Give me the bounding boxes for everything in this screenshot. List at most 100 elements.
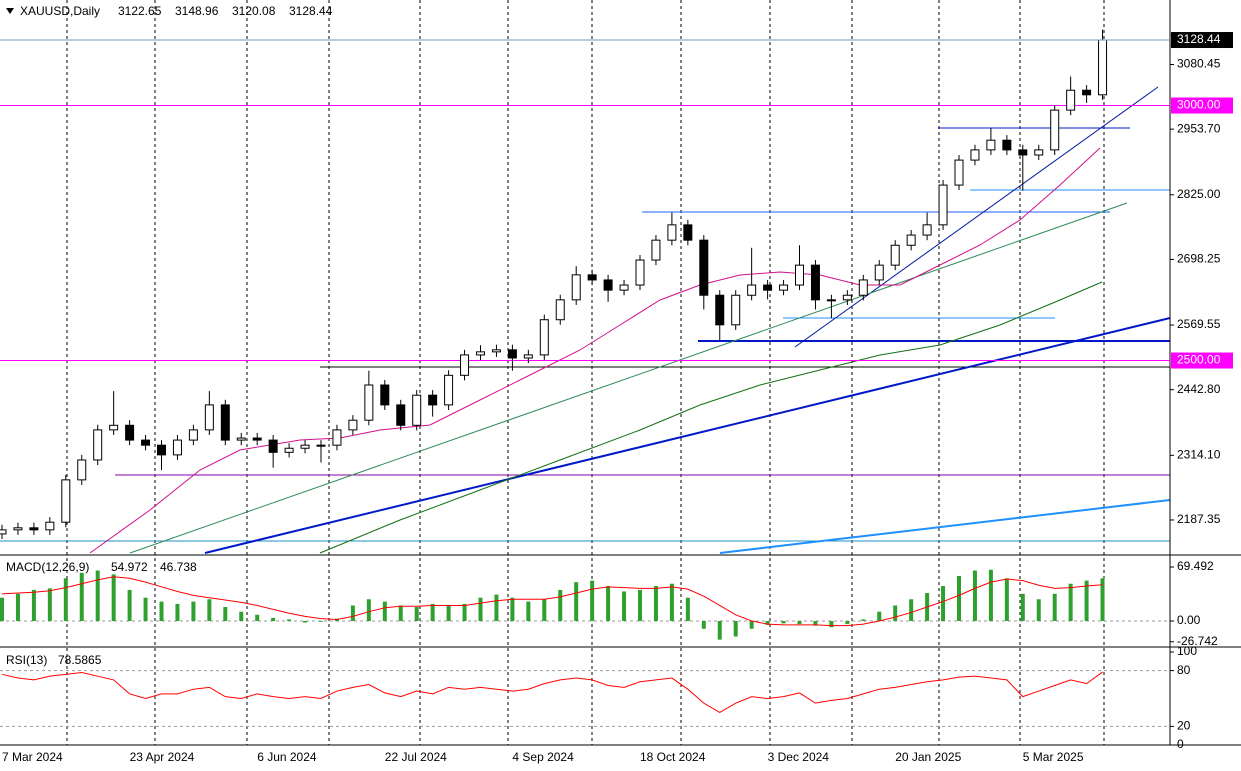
signal-line xyxy=(1,576,1103,627)
macd-bar xyxy=(877,611,882,621)
macd-bar xyxy=(478,597,483,621)
macd-bar xyxy=(733,621,738,637)
candle-body xyxy=(61,479,71,523)
candle-body xyxy=(332,429,342,446)
macd-bar xyxy=(558,589,563,621)
macd-bar xyxy=(669,583,674,621)
macd-bar xyxy=(988,569,993,621)
ohlc-value: 3122.65 xyxy=(118,4,162,18)
macd-bar xyxy=(303,621,308,623)
macd-bar xyxy=(398,605,403,621)
candle-body xyxy=(747,284,757,296)
candle-body xyxy=(619,284,629,291)
candle-body xyxy=(571,274,581,301)
candle-body xyxy=(922,224,932,236)
candle-body xyxy=(157,444,166,456)
macd-bar xyxy=(781,621,786,624)
candle-body xyxy=(172,439,182,456)
indicator-value: 46.738 xyxy=(160,560,197,574)
macd-bar xyxy=(861,619,866,621)
candle-body xyxy=(954,159,964,186)
y-tick-label: 69.492 xyxy=(1177,559,1214,573)
candle-body xyxy=(731,294,741,326)
candle-body xyxy=(890,244,900,266)
menu-arrow[interactable] xyxy=(6,8,14,14)
candle-body xyxy=(13,527,23,531)
y-tick-label: 2187.35 xyxy=(1177,512,1221,526)
y-tick-label: 3080.45 xyxy=(1177,57,1221,71)
candle-body xyxy=(188,429,198,441)
candle-body xyxy=(555,299,565,321)
y-tick-label: 20 xyxy=(1177,719,1191,733)
macd-bar xyxy=(590,580,595,621)
candle-body xyxy=(603,279,613,291)
macd-bar xyxy=(813,621,818,626)
x-tick-label: 23 Apr 2024 xyxy=(130,750,195,764)
macd-bar xyxy=(526,601,531,621)
y-tick-label: 2314.10 xyxy=(1177,448,1221,462)
macd-bar xyxy=(1052,593,1057,621)
candle-body xyxy=(1018,149,1028,156)
candle-body xyxy=(715,294,725,326)
macd-bar xyxy=(494,594,499,621)
macd-bar xyxy=(685,597,690,621)
macd-bar xyxy=(31,589,36,621)
macd-bar xyxy=(15,593,20,621)
candle-body xyxy=(523,354,533,359)
candle-body xyxy=(1002,139,1012,151)
candle-body xyxy=(220,404,230,441)
symbol: XAUUSD,Daily xyxy=(20,4,100,18)
candle-body xyxy=(635,259,645,286)
candle-body xyxy=(779,284,789,291)
price-label: 3128.44 xyxy=(1177,32,1221,46)
macd-bar xyxy=(350,605,355,621)
candle-body xyxy=(236,437,246,441)
y-tick-label: -26.742 xyxy=(1177,634,1218,648)
candle-body xyxy=(29,527,39,531)
candle-body xyxy=(380,384,390,406)
trendline xyxy=(719,499,1171,554)
macd-bar xyxy=(127,589,132,621)
macd-bar xyxy=(1068,583,1073,621)
candle-body xyxy=(651,239,661,261)
candle-body xyxy=(204,404,214,431)
candle-body xyxy=(141,439,151,446)
macd-bar xyxy=(941,586,946,621)
macd-bar xyxy=(79,572,84,621)
candle-body xyxy=(125,424,135,441)
candle-body xyxy=(252,437,262,441)
macd-bar xyxy=(1020,593,1025,621)
drawings xyxy=(0,86,1171,554)
candle-body xyxy=(316,444,326,447)
price-label-box xyxy=(1171,32,1233,49)
price-label-box xyxy=(1171,352,1233,369)
candle-body xyxy=(763,284,773,291)
price-label-box xyxy=(1171,97,1233,114)
macd-bar xyxy=(717,621,722,640)
candle-body xyxy=(491,349,501,353)
macd-bar xyxy=(239,611,244,621)
y-tick-label: 0.00 xyxy=(1177,613,1201,627)
rsi-line xyxy=(1,671,1103,714)
candle-body xyxy=(795,264,804,286)
candle-body xyxy=(109,424,119,431)
macd-bar xyxy=(63,578,68,621)
macd-bar xyxy=(574,582,579,621)
candle-body xyxy=(1082,89,1092,96)
candle-body xyxy=(412,394,422,426)
macd-bar xyxy=(191,601,196,621)
macd-bar xyxy=(319,621,323,622)
y-tick-label: 2825.00 xyxy=(1177,187,1221,201)
y-tick-label: 2698.25 xyxy=(1177,252,1221,266)
y-tick-label: 100 xyxy=(1177,644,1197,658)
candle-body xyxy=(45,521,55,531)
candle-body xyxy=(507,349,517,359)
macd-bar xyxy=(223,607,228,621)
y-tick-label: 2442.80 xyxy=(1177,382,1221,396)
macd-bar xyxy=(845,621,850,625)
macd-bar xyxy=(909,599,914,621)
macd-bar xyxy=(255,614,260,621)
candle-body xyxy=(826,299,836,302)
candle-body xyxy=(587,274,597,281)
